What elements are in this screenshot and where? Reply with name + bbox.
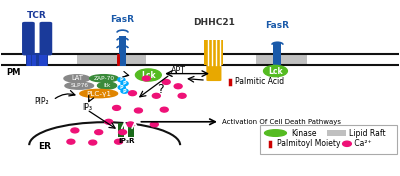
Ellipse shape (118, 78, 125, 82)
Ellipse shape (264, 65, 287, 77)
FancyBboxPatch shape (118, 123, 124, 137)
Text: SLP76: SLP76 (70, 83, 88, 88)
Text: PIP₂: PIP₂ (34, 97, 48, 106)
FancyBboxPatch shape (40, 22, 52, 55)
Ellipse shape (126, 122, 134, 127)
FancyBboxPatch shape (77, 54, 146, 65)
Text: P: P (120, 77, 123, 82)
Text: FasR: FasR (110, 15, 134, 24)
Ellipse shape (118, 85, 125, 90)
Text: PLC-γ1: PLC-γ1 (86, 90, 111, 97)
FancyBboxPatch shape (119, 36, 126, 66)
Text: Kinase: Kinase (291, 128, 317, 137)
FancyBboxPatch shape (128, 123, 134, 137)
FancyBboxPatch shape (260, 125, 397, 154)
Text: DHHC21: DHHC21 (193, 18, 235, 27)
Ellipse shape (134, 108, 142, 113)
Text: FasR: FasR (266, 21, 290, 30)
Ellipse shape (264, 130, 286, 136)
Ellipse shape (64, 75, 90, 82)
Text: TCR: TCR (27, 11, 47, 20)
FancyBboxPatch shape (22, 22, 35, 55)
Text: Activation Of Cell Death Pathways: Activation Of Cell Death Pathways (222, 119, 341, 125)
Text: APT: APT (171, 66, 186, 75)
FancyBboxPatch shape (274, 43, 282, 65)
Ellipse shape (67, 139, 75, 144)
Text: Palmitoyl Moiety: Palmitoyl Moiety (278, 139, 341, 148)
Ellipse shape (113, 105, 120, 110)
FancyBboxPatch shape (204, 40, 224, 65)
Text: IP₃: IP₃ (82, 103, 92, 112)
Text: ZAP-70: ZAP-70 (93, 76, 114, 81)
Text: ?: ? (157, 83, 164, 96)
FancyBboxPatch shape (256, 54, 307, 65)
Text: P: P (120, 85, 124, 90)
Ellipse shape (343, 141, 351, 146)
Ellipse shape (71, 128, 79, 133)
Text: P: P (123, 89, 126, 94)
Ellipse shape (95, 130, 103, 135)
FancyBboxPatch shape (26, 53, 48, 66)
Text: ER: ER (38, 142, 52, 150)
Ellipse shape (152, 93, 160, 98)
Text: IP₃R: IP₃R (118, 138, 135, 144)
FancyBboxPatch shape (206, 65, 222, 81)
Text: PM: PM (6, 68, 20, 77)
FancyBboxPatch shape (27, 55, 31, 66)
Text: Ca²⁺: Ca²⁺ (352, 139, 372, 148)
Ellipse shape (178, 93, 186, 98)
Ellipse shape (118, 130, 126, 135)
Text: LAT: LAT (71, 76, 83, 81)
Text: Lck: Lck (141, 71, 156, 80)
Ellipse shape (89, 140, 97, 145)
Ellipse shape (160, 107, 168, 112)
Ellipse shape (65, 82, 94, 89)
Text: Itk: Itk (103, 83, 111, 88)
Ellipse shape (128, 91, 136, 96)
Ellipse shape (90, 75, 118, 82)
Ellipse shape (121, 89, 128, 93)
Ellipse shape (98, 82, 116, 89)
Ellipse shape (142, 76, 150, 81)
Ellipse shape (136, 69, 161, 81)
Text: Lipid Raft: Lipid Raft (349, 128, 386, 137)
Ellipse shape (174, 84, 182, 89)
Ellipse shape (162, 80, 170, 84)
Text: Palmitic Acid: Palmitic Acid (235, 77, 284, 86)
Ellipse shape (114, 139, 122, 144)
Text: Lck: Lck (268, 67, 283, 76)
Ellipse shape (80, 89, 118, 98)
Text: P: P (123, 81, 126, 86)
Ellipse shape (150, 122, 158, 127)
Ellipse shape (105, 119, 113, 124)
FancyBboxPatch shape (43, 55, 47, 66)
FancyBboxPatch shape (32, 55, 36, 66)
Ellipse shape (121, 81, 128, 86)
FancyBboxPatch shape (327, 130, 346, 136)
FancyBboxPatch shape (39, 55, 43, 66)
